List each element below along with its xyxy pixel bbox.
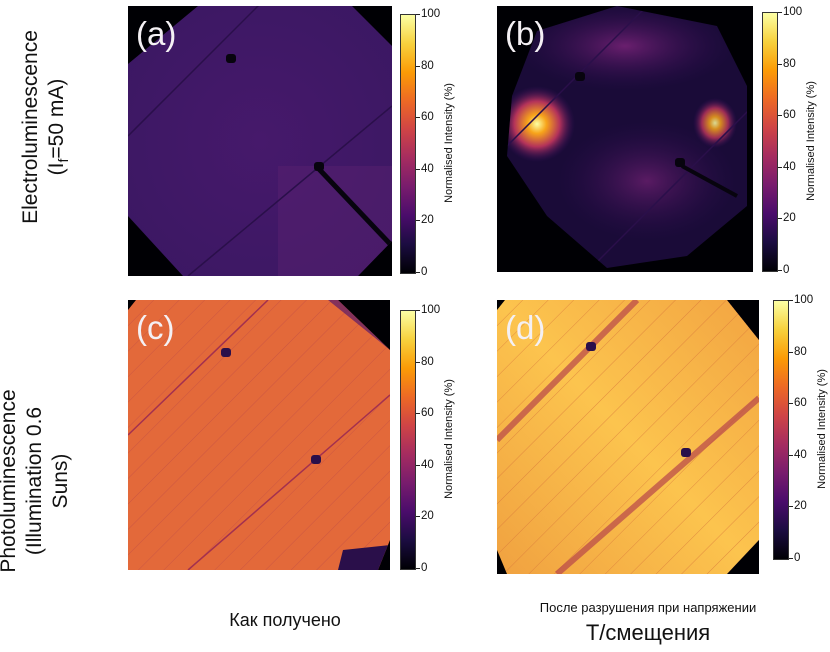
colorbar-d-title: Normalised Intensity (%) — [816, 369, 828, 489]
colorbar-tick-mark — [416, 413, 420, 415]
colorbar-tick-mark — [789, 403, 793, 405]
colorbar-tick-label: 80 — [421, 59, 434, 72]
colorbar-tick-mark — [789, 558, 793, 559]
panel-c-label: (c) — [136, 309, 175, 346]
colorbar-b — [762, 12, 778, 272]
colorbar-tick-mark — [778, 115, 782, 117]
row-label-electroluminescence: Electroluminescence (If=50 mA) — [18, 17, 71, 237]
colorbar-tick-mark — [789, 506, 793, 508]
colorbar-tick-mark — [416, 14, 420, 15]
colorbar-a-title: Normalised Intensity (%) — [443, 83, 455, 203]
panel-b-label: (b) — [505, 15, 546, 52]
colorbar-tick-mark — [416, 361, 420, 363]
colorbar-tick-mark — [789, 454, 793, 456]
colorbar-tick-mark — [778, 166, 782, 168]
colorbar-tick-label: 40 — [421, 458, 434, 471]
colorbar-tick-mark — [416, 310, 420, 311]
colorbar-tick-mark — [778, 12, 782, 13]
colorbar-tick-label: 20 — [794, 500, 807, 513]
colorbar-tick-label: 60 — [421, 407, 434, 420]
colorbar-tick-label: 80 — [794, 345, 807, 358]
row-label-pl-line3: Suns) — [49, 453, 72, 509]
colorbar-c-title: Normalised Intensity (%) — [443, 379, 455, 499]
panel-a-image — [128, 6, 392, 276]
row-label-photoluminescence: Photoluminescence (Illumination 0.6 Suns… — [0, 371, 74, 591]
colorbar-tick-label: 20 — [783, 212, 796, 225]
colorbar-tick-label: 100 — [783, 6, 803, 18]
row-label-pl-line2: (Illumination 0.6 — [23, 406, 46, 556]
colorbar-c-ticks: 100 80 60 40 20 0 — [416, 304, 447, 574]
colorbar-tick-mark — [416, 516, 420, 518]
colorbar-tick-label: 100 — [421, 304, 441, 316]
panel-a-label: (a) — [136, 15, 177, 52]
colorbar-tick-label: 0 — [794, 552, 801, 564]
colorbar-tick-label: 0 — [421, 562, 428, 574]
colorbar-tick-mark — [416, 168, 420, 170]
colorbar-tick-label: 80 — [783, 57, 796, 70]
column-label-after-stress-line2: Т/смещения — [585, 620, 711, 645]
panel-c-pl-as-received: (c) — [128, 300, 390, 570]
colorbar-tick-label: 20 — [421, 510, 434, 523]
row-label-el-line2: (If=50 mA) — [45, 78, 72, 176]
colorbar-tick-mark — [416, 117, 420, 119]
colorbar-tick-label: 40 — [783, 160, 796, 173]
colorbar-tick-label: 60 — [794, 397, 807, 410]
panel-d-label: (d) — [505, 309, 546, 346]
colorbar-tick-mark — [416, 464, 420, 466]
colorbar-tick-label: 80 — [421, 355, 434, 368]
colorbar-a — [400, 14, 416, 274]
colorbar-tick-mark — [789, 300, 793, 301]
row-label-pl-line1: Photoluminescence — [0, 389, 20, 573]
colorbar-tick-label: 0 — [421, 266, 428, 278]
colorbar-b-title: Normalised Intensity (%) — [805, 81, 817, 201]
colorbar-tick-label: 0 — [783, 264, 790, 276]
colorbar-tick-label: 100 — [421, 8, 441, 20]
colorbar-tick-mark — [416, 568, 420, 569]
panel-a-el-as-received: (a) — [128, 6, 392, 276]
colorbar-d — [773, 300, 789, 560]
colorbar-tick-mark — [416, 272, 420, 273]
colorbar-tick-label: 60 — [783, 109, 796, 122]
colorbar-tick-mark — [778, 270, 782, 271]
colorbar-tick-label: 100 — [794, 294, 814, 306]
colorbar-d-ticks: 100 80 60 40 20 0 — [789, 294, 820, 564]
colorbar-tick-mark — [789, 351, 793, 353]
panel-c-image — [128, 300, 390, 570]
colorbar-tick-mark — [778, 218, 782, 220]
colorbar-b-ticks: 100 80 60 40 20 0 — [778, 6, 809, 276]
colorbar-tick-mark — [416, 65, 420, 67]
colorbar-tick-mark — [416, 220, 420, 222]
panel-b-image — [497, 6, 753, 272]
colorbar-tick-label: 20 — [421, 214, 434, 227]
colorbar-tick-label: 40 — [421, 162, 434, 175]
colorbar-c — [400, 310, 416, 570]
colorbar-a-ticks: 100 80 60 40 20 0 — [416, 8, 447, 278]
panel-b-el-after-stress: (b) — [497, 6, 753, 272]
colorbar-tick-mark — [778, 63, 782, 65]
colorbar-tick-label: 60 — [421, 111, 434, 124]
panel-d-image — [497, 300, 759, 574]
row-label-el-line1: Electroluminescence — [19, 30, 42, 224]
panel-d-pl-after-stress: (d) — [497, 300, 759, 574]
colorbar-tick-label: 40 — [794, 448, 807, 461]
column-label-after-stress-line1: После разрушения при напряжении — [539, 600, 757, 615]
column-label-as-received: Как получено — [229, 610, 341, 630]
